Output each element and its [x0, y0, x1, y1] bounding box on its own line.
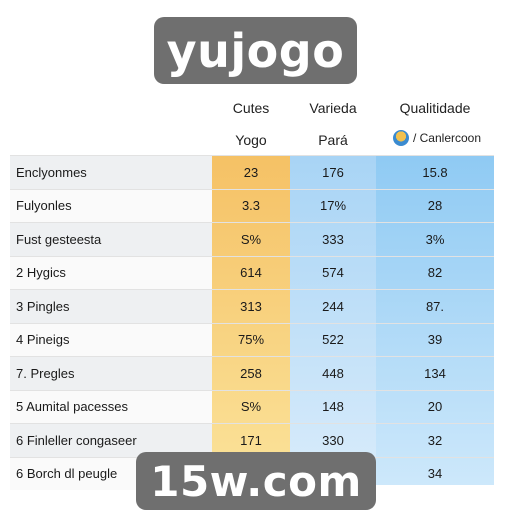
- header-col3-line1: Qualitidade: [399, 100, 471, 116]
- comparison-table: Enclyonmes 23 176 15.8 Fulyonles 3.3 17%…: [10, 155, 494, 490]
- table-row: Enclyonmes 23 176 15.8: [10, 155, 494, 189]
- cell-col1: 3.3: [241, 198, 261, 214]
- row-label: Fust gesteesta: [10, 223, 212, 256]
- header-col1-line1: Cutes: [232, 100, 270, 116]
- header-col3-line2: / Canlercoon: [380, 130, 494, 146]
- cell-col1: S%: [240, 399, 262, 415]
- cell-col2: 17%: [319, 198, 347, 214]
- cell-col1: 258: [240, 365, 262, 381]
- row-label: 5 Aumital pacesses: [10, 390, 212, 423]
- cell-col2: 244: [322, 298, 344, 314]
- row-label: Fulyonles: [10, 189, 212, 222]
- column-highlight-orange: [212, 155, 290, 485]
- row-label: 6 Finleller congaseer: [10, 424, 212, 457]
- cell-col2: 574: [322, 265, 344, 281]
- row-label: 2 Hygics: [10, 256, 212, 289]
- cell-col2: 333: [322, 231, 344, 247]
- cell-col1: 171: [240, 432, 262, 448]
- table-row: 6 Finleller congaseer 171 330 32: [10, 423, 494, 457]
- avatar-icon: [392, 130, 409, 146]
- table-row: 2 Hygics 614 574 82: [10, 255, 494, 289]
- table-row: 5 Aumital pacesses S% 148 20: [10, 389, 494, 423]
- column-highlight-blue-1: [290, 155, 376, 485]
- cell-col3: 20: [427, 399, 443, 415]
- header-col2-line2: Pará: [318, 132, 348, 148]
- table-row: 3 Pingles 313 244 87.: [10, 289, 494, 323]
- cell-col2: 330: [322, 432, 344, 448]
- cell-col1: 614: [240, 265, 262, 281]
- watermark-bottom: 15w.com: [136, 452, 376, 510]
- header-col1-line2: Yogo: [235, 132, 267, 148]
- table-row: 4 Pineigs 75% 522 39: [10, 322, 494, 356]
- watermark-top: yujogo: [154, 17, 357, 84]
- cell-col2: 148: [322, 399, 344, 415]
- row-label: 3 Pingles: [10, 290, 212, 323]
- header-col3-line2-text: / Canlercoon: [412, 131, 482, 145]
- cell-col3: 28: [427, 198, 443, 214]
- cell-col3: 82: [427, 265, 443, 281]
- row-label: 4 Pineigs: [10, 323, 212, 356]
- cell-col3: 39: [427, 332, 443, 348]
- cell-col3: 87.: [425, 298, 445, 314]
- cell-col1: S%: [240, 231, 262, 247]
- cell-col1: 75%: [237, 332, 265, 348]
- cell-col3: 34: [427, 466, 443, 482]
- cell-col2: 448: [322, 365, 344, 381]
- header-col2-line1: Varieda: [309, 100, 357, 116]
- cell-col1: 23: [243, 164, 259, 180]
- row-label: Enclyonmes: [10, 156, 212, 189]
- cell-col3: 3%: [425, 231, 445, 247]
- column-highlight-blue-2: [376, 155, 494, 485]
- cell-col3: 15.8: [422, 164, 448, 180]
- cell-col3: 134: [424, 365, 446, 381]
- table-row: Fust gesteesta S% 333 3%: [10, 222, 494, 256]
- table-row: 7. Pregles 258 448 134: [10, 356, 494, 390]
- cell-col1: 313: [240, 298, 262, 314]
- row-label: 7. Pregles: [10, 357, 212, 390]
- cell-col2: 176: [322, 164, 344, 180]
- cell-col3: 32: [427, 432, 443, 448]
- cell-col2: 522: [322, 332, 344, 348]
- table-row: Fulyonles 3.3 17% 28: [10, 188, 494, 222]
